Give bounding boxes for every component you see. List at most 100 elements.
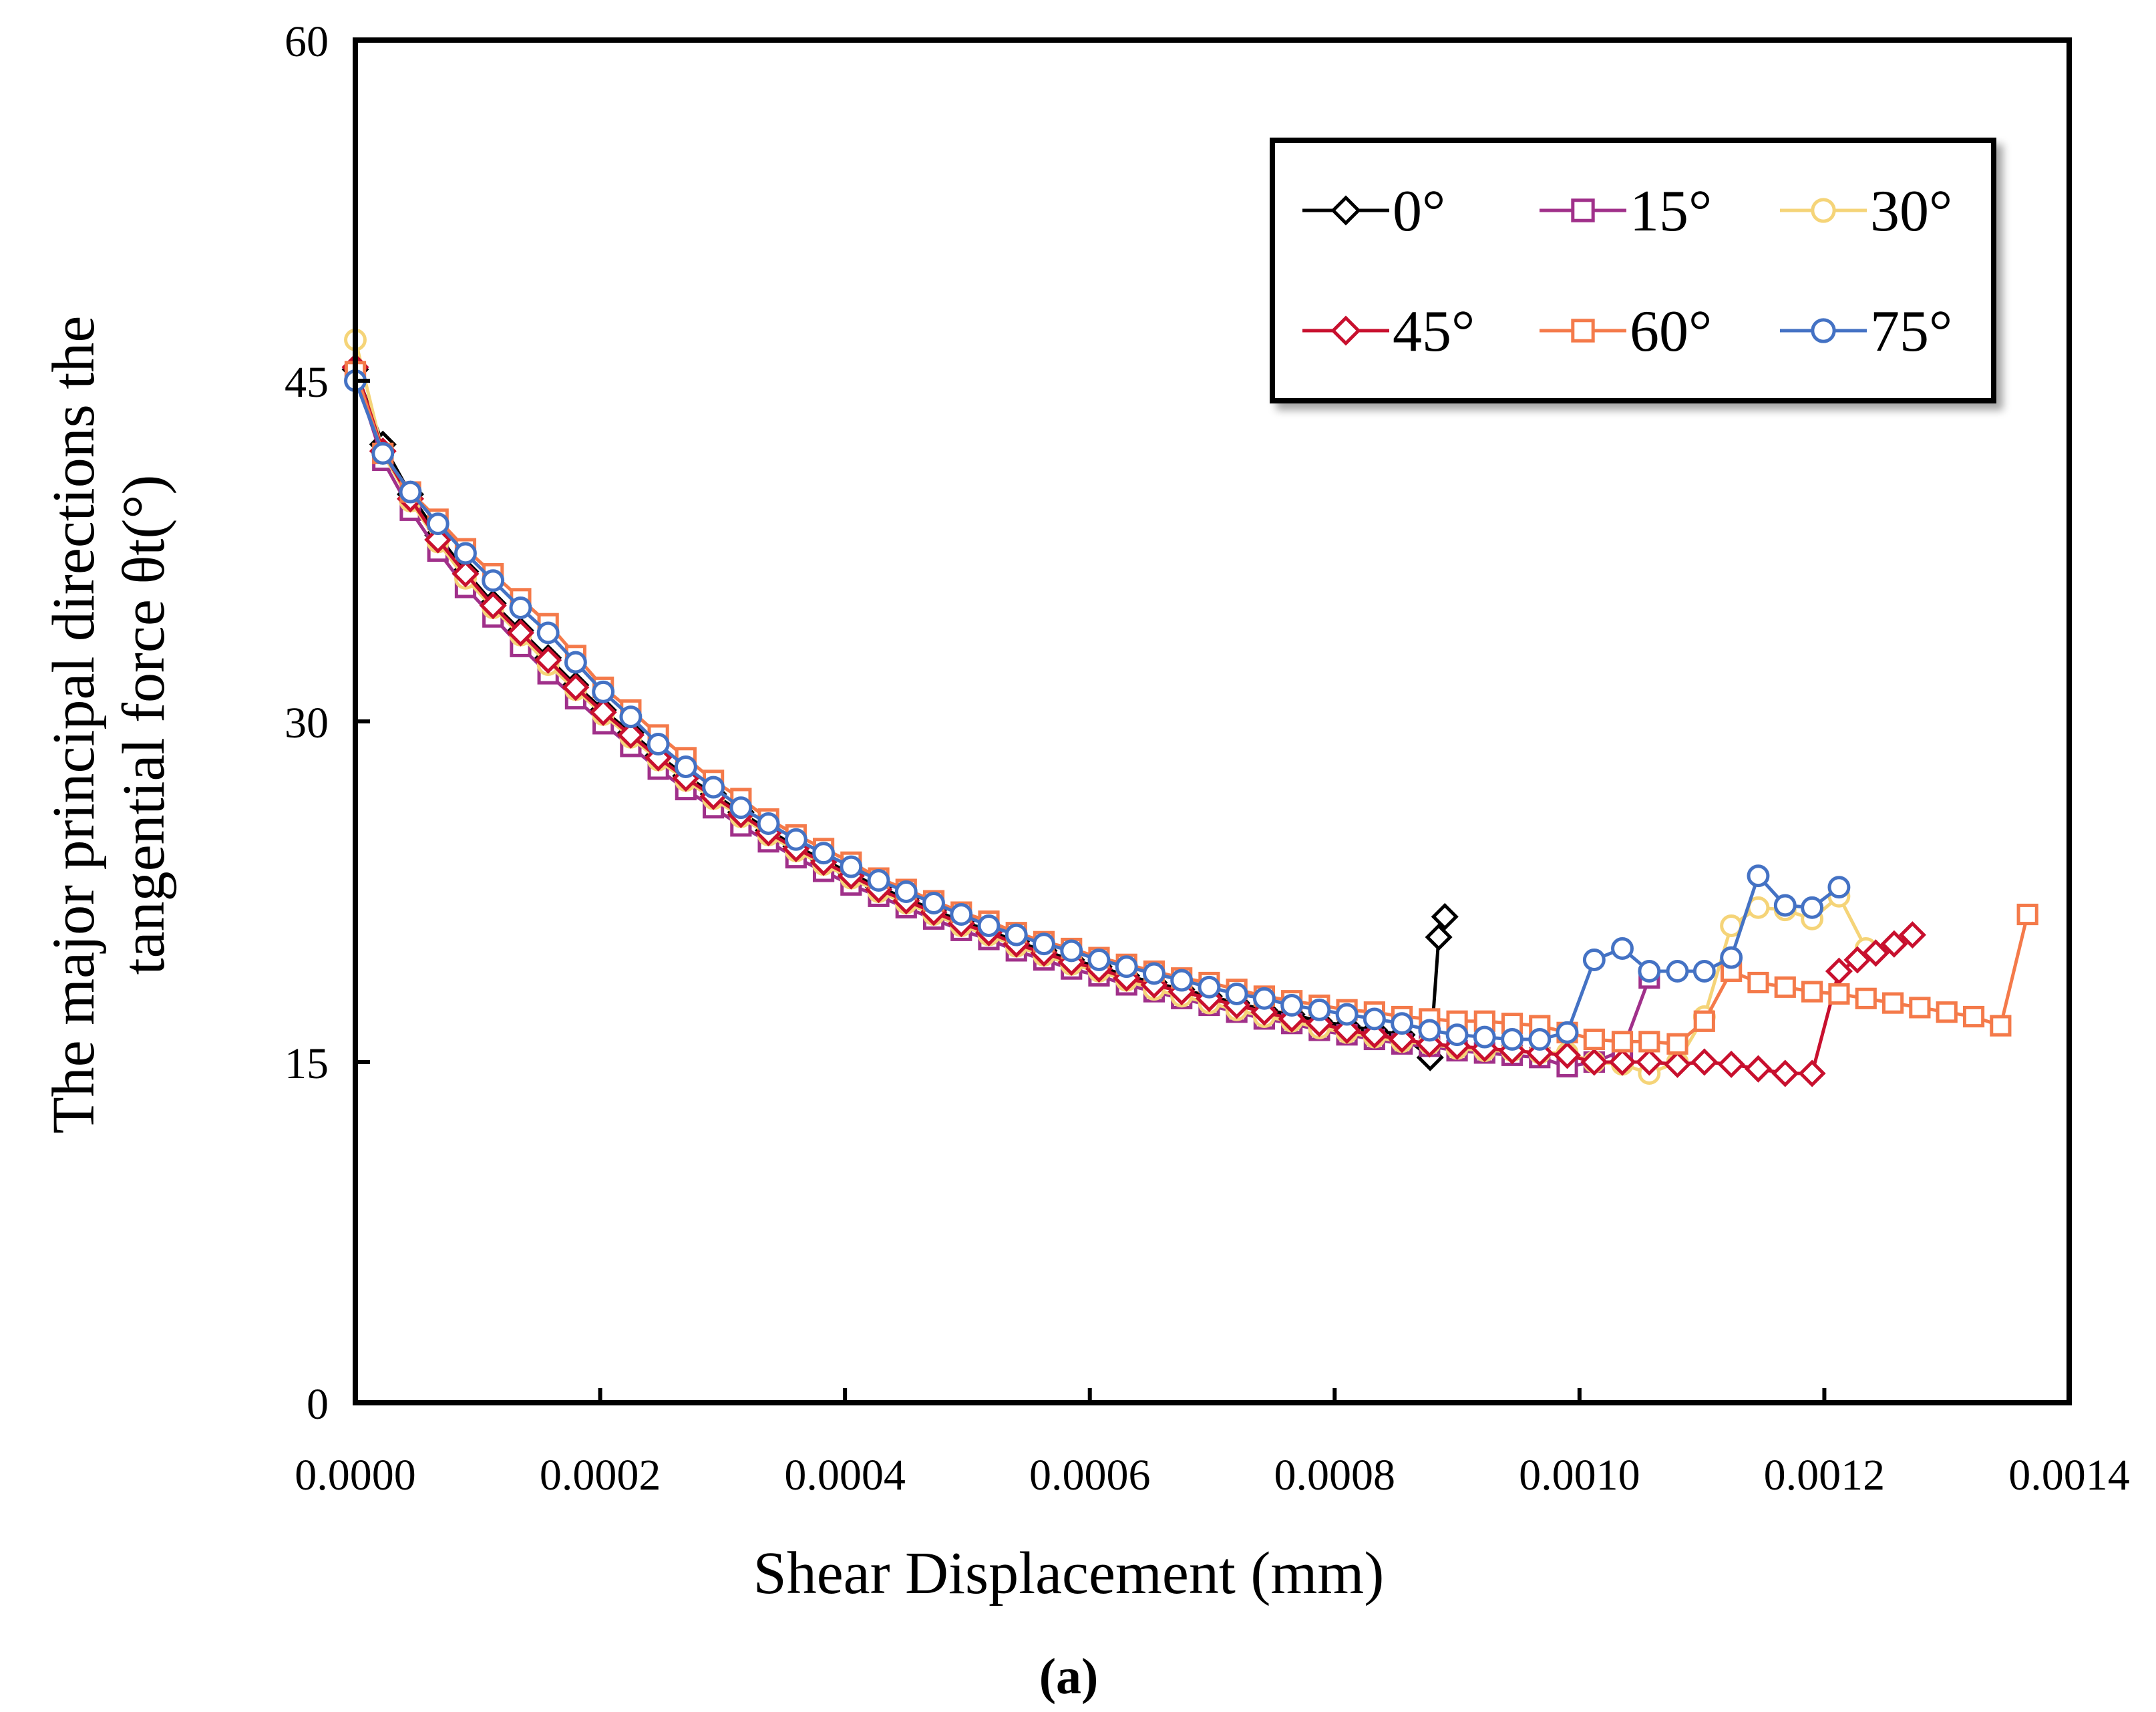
data-point (1909, 997, 1931, 1019)
data-point (1827, 876, 1851, 899)
data-point (1666, 1033, 1688, 1055)
data-point (1308, 998, 1331, 1021)
data-point (1418, 1019, 1441, 1042)
x-tick-label: 0.0000 (295, 1451, 416, 1500)
data-point (1747, 864, 1770, 888)
data-point (1363, 1007, 1386, 1031)
data-point (1747, 971, 1769, 994)
data-point (562, 673, 590, 701)
data-point (616, 721, 645, 749)
data-point (1717, 1050, 1745, 1078)
legend-label: 60° (1630, 299, 1712, 364)
legend-marker (1330, 315, 1361, 346)
data-point (371, 442, 395, 465)
x-tick-label: 0.0008 (1274, 1451, 1396, 1500)
legend-item: 30° (1780, 179, 1952, 244)
data-point (812, 842, 836, 865)
data-point (1142, 962, 1165, 985)
data-point (1825, 957, 1853, 985)
data-point (1773, 894, 1797, 917)
data-point (702, 776, 725, 799)
data-point (564, 651, 587, 674)
data-point (1583, 1028, 1605, 1051)
data-point (1252, 987, 1276, 1010)
data-point (619, 705, 643, 729)
data-point (536, 621, 560, 645)
x-tick-label: 0.0006 (1029, 1451, 1151, 1500)
data-point (509, 596, 532, 619)
data-point (424, 526, 452, 554)
data-point (534, 646, 562, 674)
data-point (647, 733, 670, 755)
data-point (1690, 1048, 1719, 1076)
data-point (1771, 1059, 1799, 1087)
x-tick-label: 0.0010 (1519, 1451, 1640, 1500)
data-point (1280, 994, 1304, 1017)
data-point (1225, 983, 1248, 1005)
data-point (1692, 960, 1716, 983)
data-point (452, 560, 480, 588)
data-point (479, 592, 507, 620)
data-point (2016, 903, 2038, 926)
data-point (1880, 930, 1908, 958)
legend-marker (1571, 319, 1595, 343)
series-line (353, 373, 1651, 1069)
data-point (1801, 981, 1823, 1003)
data-point (1060, 939, 1083, 963)
data-point (1431, 902, 1459, 930)
series-5 (344, 369, 1851, 1051)
legend-item: 75° (1780, 299, 1952, 364)
data-point (1638, 1031, 1660, 1053)
data-point (867, 869, 890, 892)
legend-label: 15° (1630, 179, 1712, 244)
legend-marker (1811, 198, 1836, 223)
data-point (1611, 937, 1634, 960)
data-point (1445, 1023, 1469, 1047)
data-point (1033, 932, 1055, 956)
x-tick-label: 0.0004 (784, 1451, 906, 1500)
data-point (592, 680, 615, 703)
data-point (1635, 1048, 1663, 1076)
legend-item: 0° (1302, 179, 1445, 244)
legend-marker (1811, 318, 1836, 343)
data-point (922, 892, 945, 914)
legend-label: 0° (1393, 179, 1445, 244)
data-point (482, 569, 505, 592)
legend-label: 75° (1870, 299, 1952, 364)
data-point (1005, 923, 1028, 947)
data-point (426, 512, 450, 536)
y-axis-label-line1: The major principal directions the (41, 316, 107, 1134)
data-point (1861, 939, 1890, 967)
y-tick-label: 45 (285, 358, 329, 407)
data-point (1391, 1012, 1414, 1035)
figure-caption: (a) (1039, 1649, 1099, 1705)
y-tick-label: 15 (285, 1039, 329, 1088)
series-0 (341, 355, 1459, 1071)
data-point (1608, 1048, 1636, 1076)
y-axis-label-line2: tangential force θt(°) (111, 475, 177, 975)
data-point (1335, 1003, 1359, 1026)
data-point (729, 796, 753, 820)
data-point (1663, 1050, 1692, 1078)
y-axis-ticks: 0 15 30 45 60 (285, 17, 370, 1429)
data-point (1087, 949, 1111, 971)
data-point (1801, 896, 1824, 919)
data-point (1580, 1048, 1608, 1076)
x-axis-label: Shear Displacement (mm) (753, 1540, 1385, 1606)
data-point (1962, 1005, 1985, 1028)
data-point (1501, 1028, 1524, 1051)
data-point (1898, 921, 1926, 949)
data-point (1774, 976, 1796, 998)
data-point (1990, 1015, 2012, 1037)
data-point (1855, 987, 1877, 1009)
data-point (1611, 1031, 1634, 1053)
data-point (674, 755, 697, 778)
series-layer (341, 328, 2038, 1087)
legend-marker (1571, 198, 1595, 222)
data-point (454, 542, 477, 565)
data-point (1115, 955, 1138, 979)
data-point (950, 903, 973, 926)
series-line (353, 369, 1447, 1061)
data-point (589, 698, 617, 726)
